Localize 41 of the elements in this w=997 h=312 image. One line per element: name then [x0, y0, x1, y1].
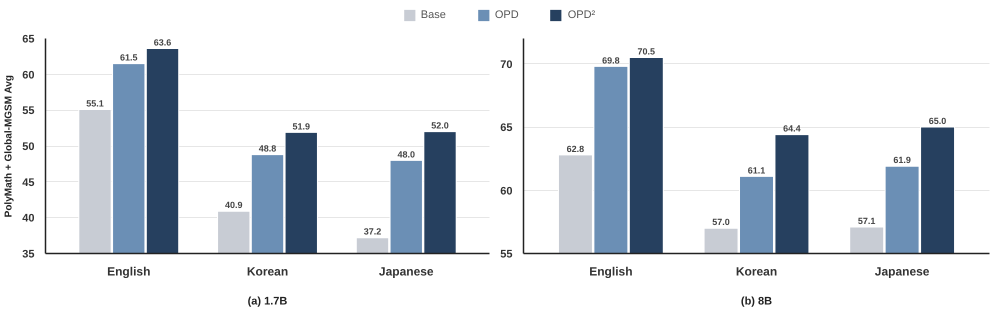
data-label: 63.6 — [154, 38, 172, 48]
data-label: 64.4 — [783, 124, 801, 134]
data-label: 52.0 — [431, 120, 449, 131]
data-label: 51.9 — [292, 121, 310, 132]
data-label: 69.8 — [602, 55, 620, 66]
y-axis-title: PolyMath + Global-MGSM Avg — [3, 75, 14, 218]
x-axis-title: (a) 1.7B — [248, 296, 288, 308]
x-axis-title: (b) 8B — [740, 296, 772, 308]
data-label: 55.1 — [86, 98, 104, 108]
legend-label: Base — [420, 9, 446, 21]
data-label: 61.1 — [748, 165, 766, 176]
data-label: 40.9 — [224, 200, 243, 210]
y-tick-label: 65 — [500, 122, 513, 134]
y-tick-label: 60 — [500, 185, 513, 198]
y-tick-label: 65 — [22, 34, 35, 46]
x-tick-label: Japanese — [378, 264, 434, 278]
data-label: 37.2 — [364, 226, 382, 237]
x-tick-label: English — [107, 264, 150, 278]
y-tick-label: 55 — [500, 248, 513, 260]
data-label: 48.8 — [258, 144, 276, 154]
y-tick-label: 50 — [22, 141, 35, 153]
x-tick-label: English — [589, 264, 633, 278]
legend-label: OPD² — [568, 9, 596, 21]
data-label: 57.0 — [712, 217, 730, 228]
y-tick-label: 40 — [22, 212, 35, 225]
y-tick-label: 60 — [22, 69, 35, 82]
y-tick-label: 55 — [22, 105, 35, 118]
data-label: 70.5 — [638, 46, 656, 56]
data-label: 65.0 — [928, 116, 946, 126]
data-label: 61.5 — [120, 52, 138, 63]
x-tick-label: Korean — [246, 264, 288, 278]
data-label: 57.1 — [858, 216, 876, 226]
y-tick-label: 35 — [22, 248, 35, 260]
y-tick-label: 70 — [500, 58, 513, 71]
x-tick-label: Japanese — [874, 264, 930, 278]
y-tick-label: 45 — [22, 176, 35, 189]
data-label: 48.0 — [397, 149, 416, 160]
data-label: 62.8 — [566, 144, 584, 154]
x-tick-label: Korean — [736, 264, 778, 278]
data-label: 61.9 — [893, 155, 911, 166]
legend-label: OPD — [494, 9, 519, 21]
